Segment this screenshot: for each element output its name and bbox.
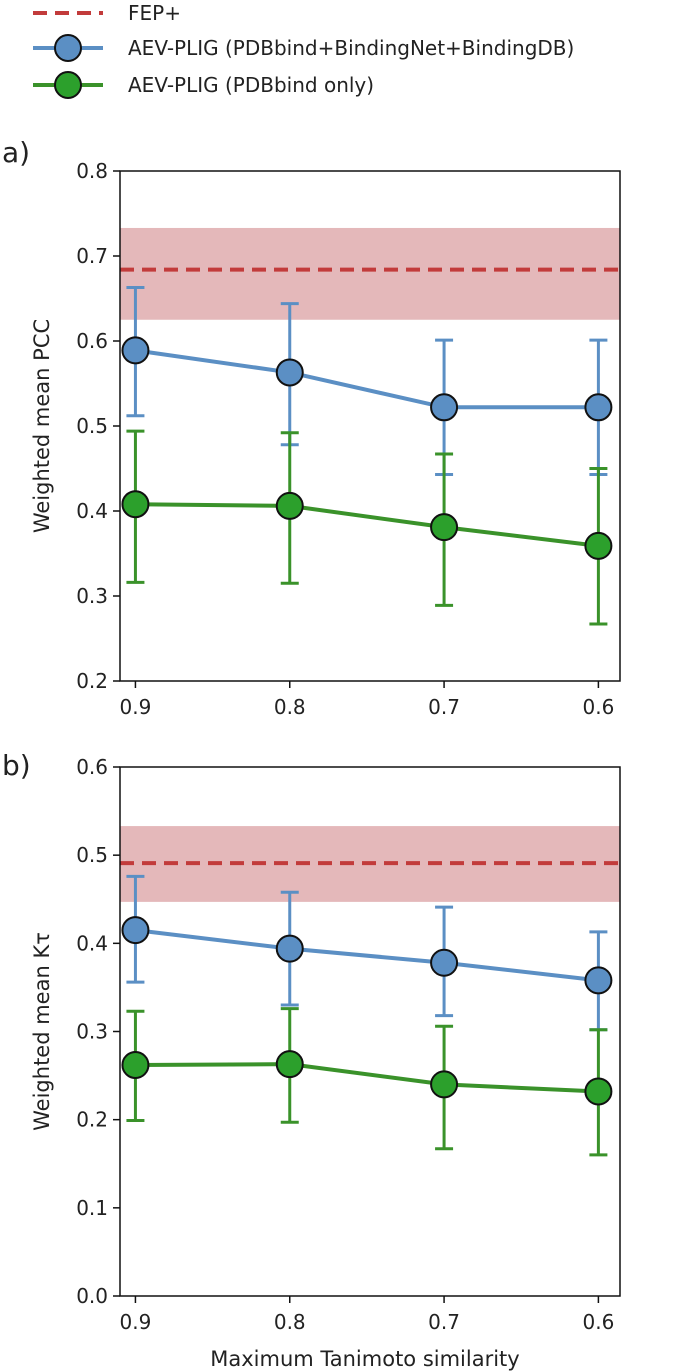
legend-entry-fep: FEP+ [33,1,181,25]
y-tick-label-a-4: 0.6 [76,329,108,353]
point-pdb-b-3 [584,1077,613,1106]
panel-b: 0.0 0.1 0.2 0.3 0.4 0.5 0.6 0.9 0.8 0.7 0.6 Weighte… [2,749,621,1371]
x-tick-label-a-1: 0.8 [274,695,306,719]
panel-label-b: b) [2,749,31,782]
fep-band-a [120,227,620,320]
y-tick-label-b-3: 0.3 [76,1020,108,1044]
point-full-b-2 [430,948,459,977]
point-full-a-0 [121,336,150,365]
legend-swatch-marker-full [54,34,82,62]
point-pdb-b-1 [275,1050,304,1079]
series-line-full-b [135,928,599,983]
x-axis-label-b: Maximum Tanimoto similarity [210,1347,519,1371]
y-tick-label-b-6: 0.6 [76,755,108,779]
point-full-b-0 [121,916,150,945]
x-tick-label-a-2: 0.7 [428,695,460,719]
legend-label-full: AEV-PLIG (PDBbind+BindingNet+BindingDB) [128,36,574,60]
x-tick-label-a-3: 0.6 [582,695,614,719]
point-pdb-a-2 [430,513,459,542]
panel-label-a: a) [2,136,30,169]
x-tick-label-a-0: 0.9 [120,695,152,719]
y-tick-label-a-5: 0.7 [76,244,108,268]
y-axis-label-b: Weighted mean Kτ [30,932,54,1131]
legend-entry-full: AEV-PLIG (PDBbind+BindingNet+BindingDB) [33,34,574,62]
point-pdb-b-2 [430,1070,459,1099]
series-line-pdb-b [135,1062,599,1094]
legend-swatch-marker-pdb [54,71,82,99]
series-line-full-a [135,348,599,410]
point-full-a-1 [275,358,304,387]
y-axis-label-a: Weighted mean PCC [30,319,54,533]
point-pdb-a-3 [584,531,613,560]
y-tick-label-a-0: 0.2 [76,669,108,693]
point-full-a-3 [584,393,613,422]
legend-entry-pdb: AEV-PLIG (PDBbind only) [33,71,374,99]
y-tick-label-b-4: 0.4 [76,931,108,955]
y-tick-label-a-3: 0.5 [76,414,108,438]
x-tick-label-b-1: 0.8 [274,1310,306,1334]
legend-label-fep: FEP+ [128,1,181,25]
y-tick-label-b-0: 0.0 [76,1284,108,1308]
x-tick-label-b-3: 0.6 [582,1310,614,1334]
point-full-b-1 [275,934,304,963]
legend-label-pdb: AEV-PLIG (PDBbind only) [128,73,374,97]
point-pdb-a-1 [275,491,304,520]
point-pdb-a-0 [121,490,150,519]
series-line-pdb-a [135,502,599,548]
y-tick-label-a-1: 0.3 [76,584,108,608]
point-pdb-b-0 [121,1051,150,1080]
x-tick-label-b-2: 0.7 [428,1310,460,1334]
y-tick-label-a-6: 0.8 [76,159,108,183]
y-tick-label-b-5: 0.5 [76,843,108,867]
y-tick-label-b-1: 0.1 [76,1196,108,1220]
y-tick-label-a-2: 0.4 [76,499,108,523]
x-tick-label-b-0: 0.9 [120,1310,152,1334]
point-full-b-3 [584,966,613,995]
point-full-a-2 [430,393,459,422]
panel-a: 0.2 0.3 0.4 0.5 0.6 0.7 0.8 0.9 0.8 0.7 0.6 Weighte… [2,136,621,719]
y-tick-label-b-2: 0.2 [76,1108,108,1132]
legend: FEP+ AEV-PLIG (PDBbind+BindingNet+Bindin… [33,1,574,99]
